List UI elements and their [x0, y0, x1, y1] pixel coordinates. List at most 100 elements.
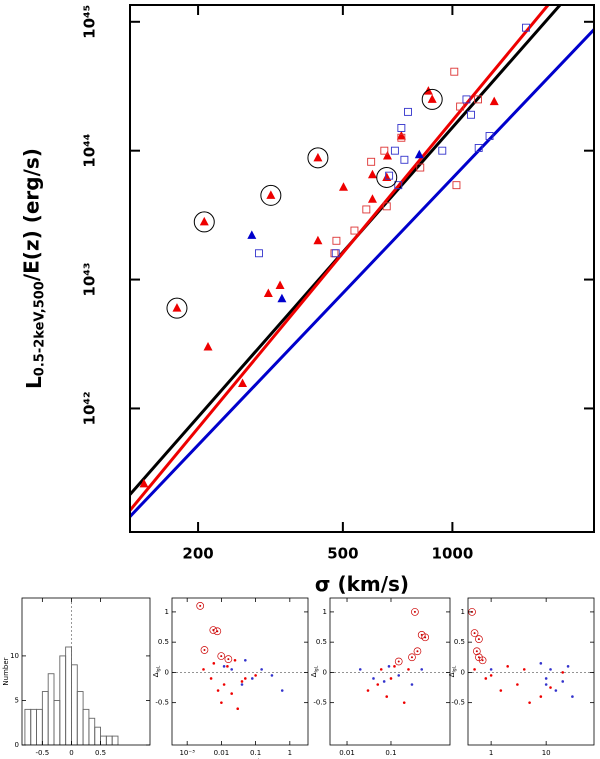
dot-point — [209, 677, 213, 680]
highlight-ring — [260, 184, 282, 206]
x-tick-label: 1 — [489, 749, 493, 757]
histogram-bin — [41, 691, 49, 745]
dot-point — [379, 668, 383, 671]
dot-point — [212, 662, 216, 665]
dot-point — [473, 632, 476, 635]
triangle-point — [247, 230, 257, 239]
histogram-bin — [76, 691, 84, 745]
square-point — [438, 146, 447, 155]
label-text: Δ — [152, 672, 160, 677]
triangle-point — [263, 288, 273, 297]
dot-point — [499, 689, 503, 692]
square-point — [331, 249, 340, 258]
highlight-ring — [209, 626, 218, 634]
dot-point — [240, 680, 244, 683]
dot-point — [481, 659, 484, 662]
dot-point — [516, 683, 519, 686]
label-text: Δ — [310, 672, 318, 677]
dot-point — [397, 674, 401, 677]
dot-point — [366, 689, 370, 692]
y-tick-label: 0.5 — [158, 638, 169, 646]
plot-frame — [467, 597, 595, 746]
histogram-bin — [24, 708, 32, 745]
y-tick-label: 10⁴⁴ — [81, 134, 99, 168]
dot-point — [387, 665, 391, 668]
x-tick-label: 0.01 — [214, 749, 230, 757]
dot-point — [549, 686, 552, 689]
dot-point — [539, 662, 543, 665]
square-point — [332, 236, 341, 245]
highlight-ring — [421, 88, 443, 110]
triangle-point — [266, 190, 276, 199]
label-subscript: lgL — [313, 665, 319, 672]
plot-area — [468, 608, 594, 704]
dot-point — [382, 680, 386, 683]
dot-point — [222, 683, 226, 686]
x-tick-label: 200 — [182, 545, 213, 563]
dot-point — [230, 668, 233, 671]
label-text: Δ — [448, 672, 456, 677]
square-point — [397, 124, 406, 132]
label-subscript: lgL — [155, 665, 161, 672]
histogram-bin — [82, 708, 90, 745]
label-text: Number — [2, 657, 10, 685]
x-tick-label: 1 — [288, 749, 292, 757]
dot-point — [424, 636, 427, 639]
dot-point — [250, 677, 254, 680]
dot-point — [260, 668, 263, 671]
triangle-point — [427, 94, 437, 103]
histogram-bin — [47, 673, 55, 745]
triangle-point — [277, 293, 287, 303]
dot-point — [539, 695, 543, 698]
square-point — [416, 163, 425, 172]
histogram-bin — [111, 735, 119, 745]
square-point — [367, 157, 376, 166]
dot-point — [397, 660, 400, 663]
highlight-ring — [193, 211, 215, 233]
triangle-point — [367, 169, 377, 179]
y-tick-label: 1 — [461, 608, 465, 616]
dot-point — [477, 638, 480, 641]
dot-point — [420, 668, 424, 671]
square-point — [397, 133, 406, 142]
dot-point — [522, 668, 526, 671]
highlight-ring — [408, 653, 416, 662]
dot-point — [393, 665, 396, 668]
dot-point — [489, 668, 493, 671]
plot-frame — [21, 597, 151, 746]
y-tick-label: -0.5 — [313, 699, 327, 707]
square-point — [485, 132, 494, 140]
square-point — [362, 205, 371, 214]
label-subscript: lgL — [451, 665, 457, 672]
histogram-bin — [36, 708, 43, 745]
plot-area — [330, 608, 450, 704]
dot-point — [244, 677, 247, 680]
y-tick-label: 5 — [15, 696, 19, 704]
dot-point — [416, 650, 419, 653]
dot-point — [554, 689, 558, 692]
histogram-bin — [94, 726, 101, 745]
y-tick-label: 0 — [15, 741, 19, 749]
dot-point — [202, 668, 205, 671]
triangle-point — [367, 194, 377, 203]
square-point — [456, 102, 465, 111]
dot-point — [389, 677, 393, 680]
histogram-bin — [88, 717, 96, 745]
dot-point — [216, 689, 220, 692]
square-point — [382, 202, 391, 211]
dot-point — [254, 674, 257, 677]
histogram-bin — [53, 700, 61, 745]
triangle-point — [203, 341, 213, 351]
dot-point — [222, 665, 226, 668]
dot-point — [385, 695, 389, 698]
square-point — [467, 110, 475, 119]
fit-line — [130, 5, 550, 512]
dot-point — [471, 610, 474, 613]
axis-label: σ (km/s) — [315, 572, 409, 596]
axis-label: ΔlgL — [152, 665, 161, 677]
triangle-point — [414, 149, 424, 159]
dot-point — [230, 692, 233, 695]
y-tick-label: 0 — [323, 668, 327, 676]
y-tick-label: 0 — [165, 668, 169, 676]
dot-point — [544, 683, 548, 686]
